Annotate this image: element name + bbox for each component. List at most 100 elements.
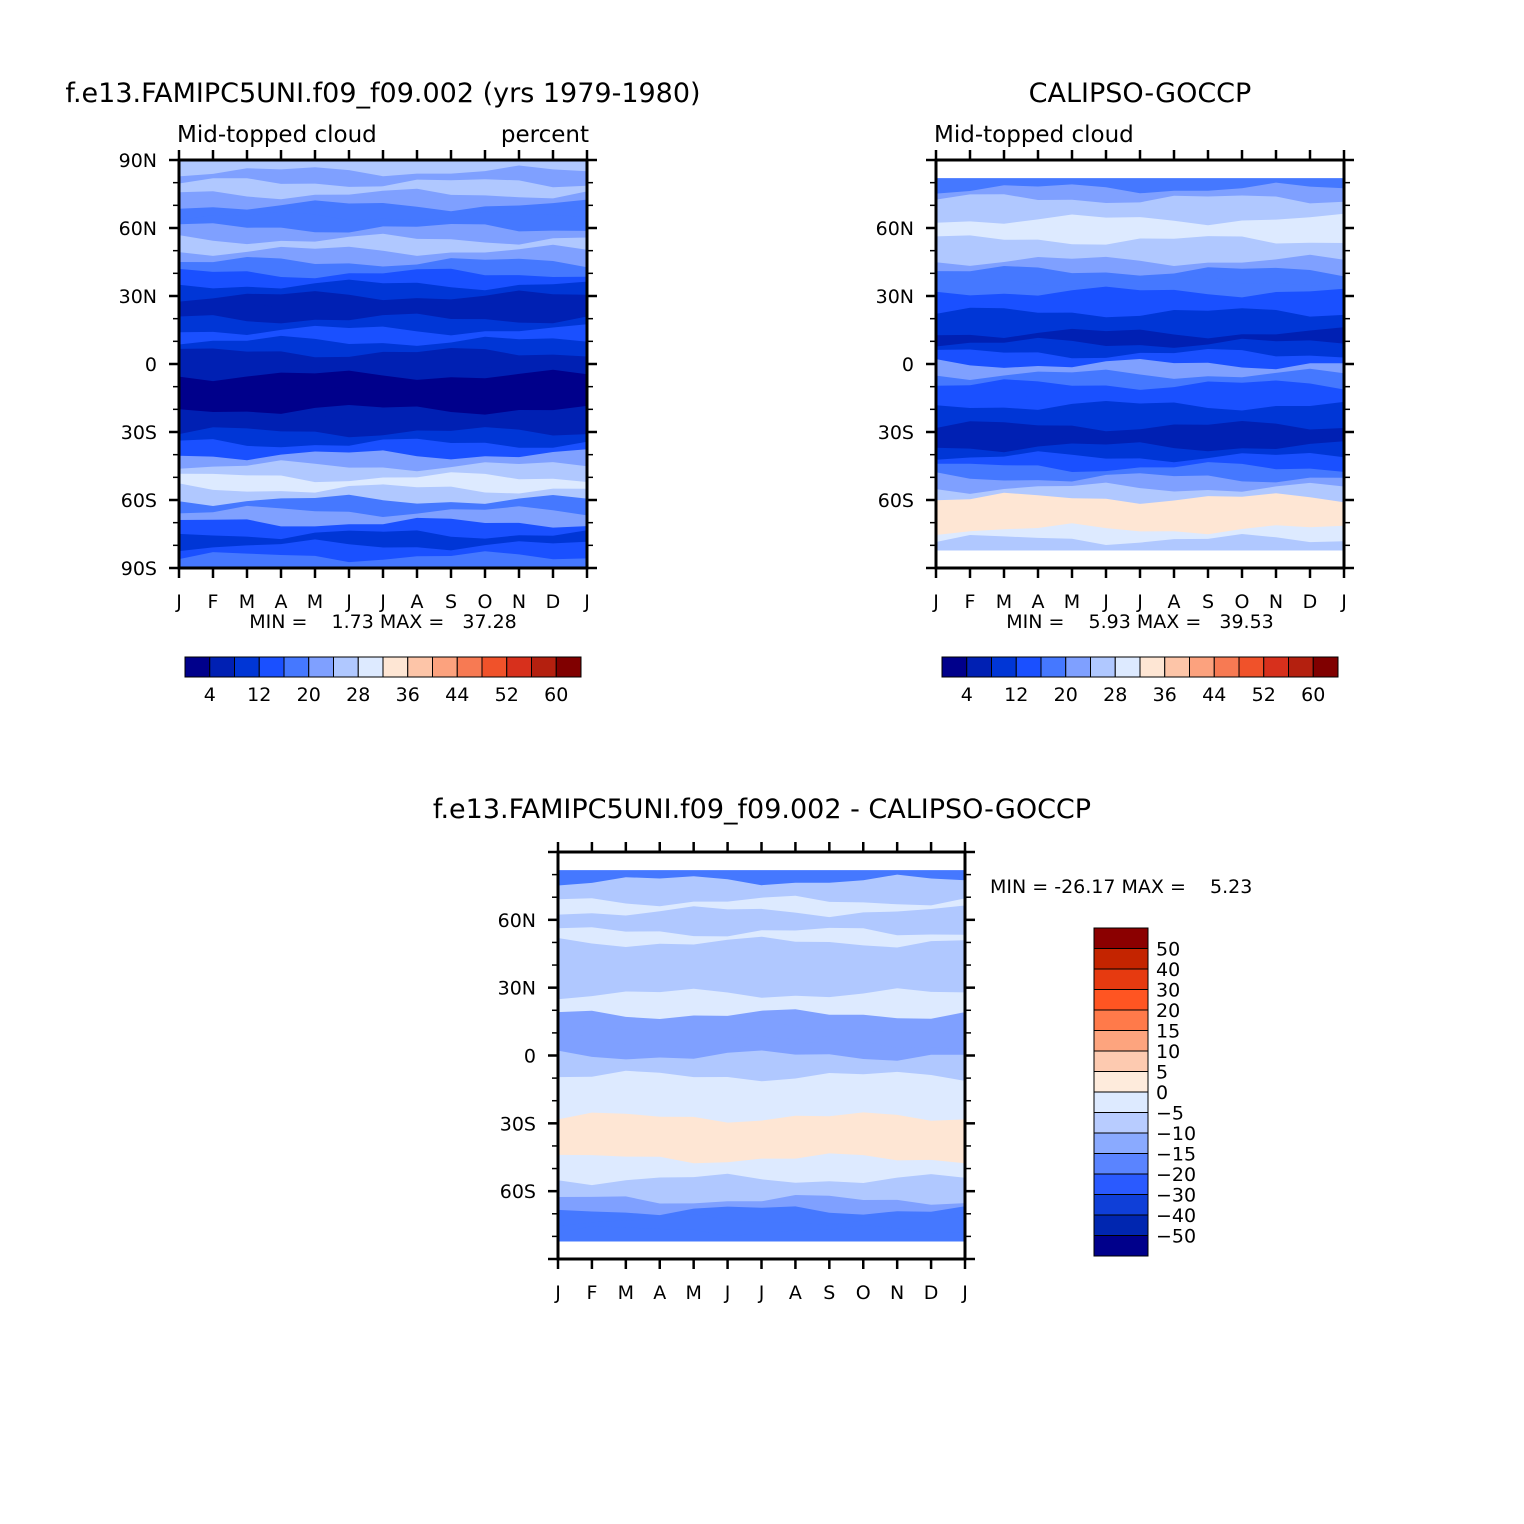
colorbar-label: 20 xyxy=(1054,684,1078,706)
contour-band xyxy=(179,551,587,569)
panel1-title: f.e13.FAMIPC5UNI.f09_f09.002 (yrs 1979-1… xyxy=(65,78,700,109)
x-tick-label: J xyxy=(1136,591,1143,613)
colorbar-box xyxy=(432,656,458,678)
y-tick-label: 60N xyxy=(876,218,914,240)
x-tick-label: J xyxy=(554,1282,561,1304)
colorbar-box xyxy=(1093,1214,1149,1236)
colorbar-box xyxy=(1093,1112,1149,1134)
x-tick-label: M xyxy=(307,591,323,613)
colorbar-box xyxy=(333,656,359,678)
contour-band xyxy=(179,449,587,472)
contour-band xyxy=(936,307,1344,328)
contour-band xyxy=(179,494,587,518)
contour-band xyxy=(936,254,1344,277)
x-tick-label: M xyxy=(996,591,1012,613)
colorbar-label: 12 xyxy=(1004,684,1028,706)
colorbar-box xyxy=(258,656,285,678)
contour-band xyxy=(179,505,587,529)
contour-band xyxy=(558,1018,965,1041)
colorbar-box xyxy=(1139,656,1166,678)
contour-band xyxy=(936,441,1344,463)
x-tick-label: J xyxy=(583,591,590,613)
x-tick-label: N xyxy=(512,591,526,613)
contour-band xyxy=(936,317,1344,339)
contour-band xyxy=(558,1081,965,1103)
panel2-colorbar: 4 12 20 28 36 44 52 60 xyxy=(941,656,1339,706)
colorbar-label: 4 xyxy=(961,684,973,706)
contour-band xyxy=(179,199,587,221)
contour-band xyxy=(179,165,587,188)
colorbar-box xyxy=(407,656,433,678)
colorbar-label: 52 xyxy=(1252,684,1276,706)
colorbar-box xyxy=(991,656,1017,678)
x-tick-label: S xyxy=(823,1282,835,1304)
contour-band xyxy=(936,359,1344,381)
colorbar-box xyxy=(1238,656,1265,678)
contour-band xyxy=(558,905,965,926)
contour-band xyxy=(936,368,1344,391)
contour-band xyxy=(179,188,587,212)
colorbar-label: 52 xyxy=(495,684,519,706)
contour-band xyxy=(936,390,1344,412)
contour-band xyxy=(179,359,587,382)
colorbar-box xyxy=(209,656,235,678)
contour-band xyxy=(558,1101,965,1124)
contour-band xyxy=(936,482,1344,505)
contour-band xyxy=(936,244,1344,267)
contour-band xyxy=(936,266,1344,287)
x-tick-label: M xyxy=(685,1282,701,1304)
contour-band xyxy=(558,1123,965,1145)
colorbar-label: 20 xyxy=(297,684,321,706)
colorbar-box xyxy=(1093,1091,1149,1113)
contour-band xyxy=(558,946,965,969)
colorbar-box xyxy=(1093,1050,1149,1072)
contour-band xyxy=(936,286,1344,309)
contour-band xyxy=(936,337,1344,359)
colorbar-label: 12 xyxy=(247,684,271,706)
contour-band xyxy=(558,968,965,990)
contour-band xyxy=(179,393,587,416)
contour-band xyxy=(179,438,587,461)
contour-band xyxy=(558,1206,965,1227)
contour-band xyxy=(558,870,965,887)
contour-band xyxy=(936,379,1344,400)
contour-band xyxy=(558,1060,965,1082)
contour-band xyxy=(558,1070,965,1092)
x-tick-label: J xyxy=(724,1282,731,1304)
contour-band xyxy=(179,381,587,403)
y-tick-label: 60N xyxy=(498,910,536,932)
panel1-minmax: MIN = 1.73 MAX = 37.28 xyxy=(249,611,517,633)
panel2-left-label: Mid-topped cloud xyxy=(934,122,1134,148)
contour-band xyxy=(179,483,587,507)
x-tick-label: O xyxy=(478,591,493,613)
panel1-left-label: Mid-topped cloud xyxy=(177,122,377,148)
colorbar-box xyxy=(1164,656,1190,678)
panel1-right-label: percent xyxy=(501,122,589,148)
contour-band xyxy=(936,451,1344,473)
contour-band xyxy=(936,401,1344,423)
x-tick-label: F xyxy=(965,591,976,613)
x-tick-label: N xyxy=(890,1282,904,1304)
colorbar-label: −5 xyxy=(1156,1103,1184,1125)
contour-band xyxy=(936,178,1344,195)
colorbar-label: 15 xyxy=(1156,1021,1180,1043)
contour-band xyxy=(179,268,587,291)
contour-band xyxy=(179,178,587,200)
colorbar-box xyxy=(1040,656,1067,678)
colorbar-box xyxy=(1015,656,1042,678)
panel3-title: f.e13.FAMIPC5UNI.f09_f09.002 - CALIPSO-G… xyxy=(433,794,1091,825)
x-tick-label: M xyxy=(239,591,255,613)
contour-band xyxy=(558,1163,965,1186)
contour-band xyxy=(936,213,1344,234)
colorbar-box xyxy=(1213,656,1240,678)
colorbar-box xyxy=(966,656,992,678)
colorbar-box xyxy=(1093,948,1149,970)
contour-band xyxy=(179,257,587,279)
contour-band xyxy=(179,233,587,257)
contour-band xyxy=(179,369,587,393)
colorbar-box xyxy=(1189,656,1215,678)
colorbar-label: 36 xyxy=(396,684,420,706)
contour-band xyxy=(179,415,587,438)
